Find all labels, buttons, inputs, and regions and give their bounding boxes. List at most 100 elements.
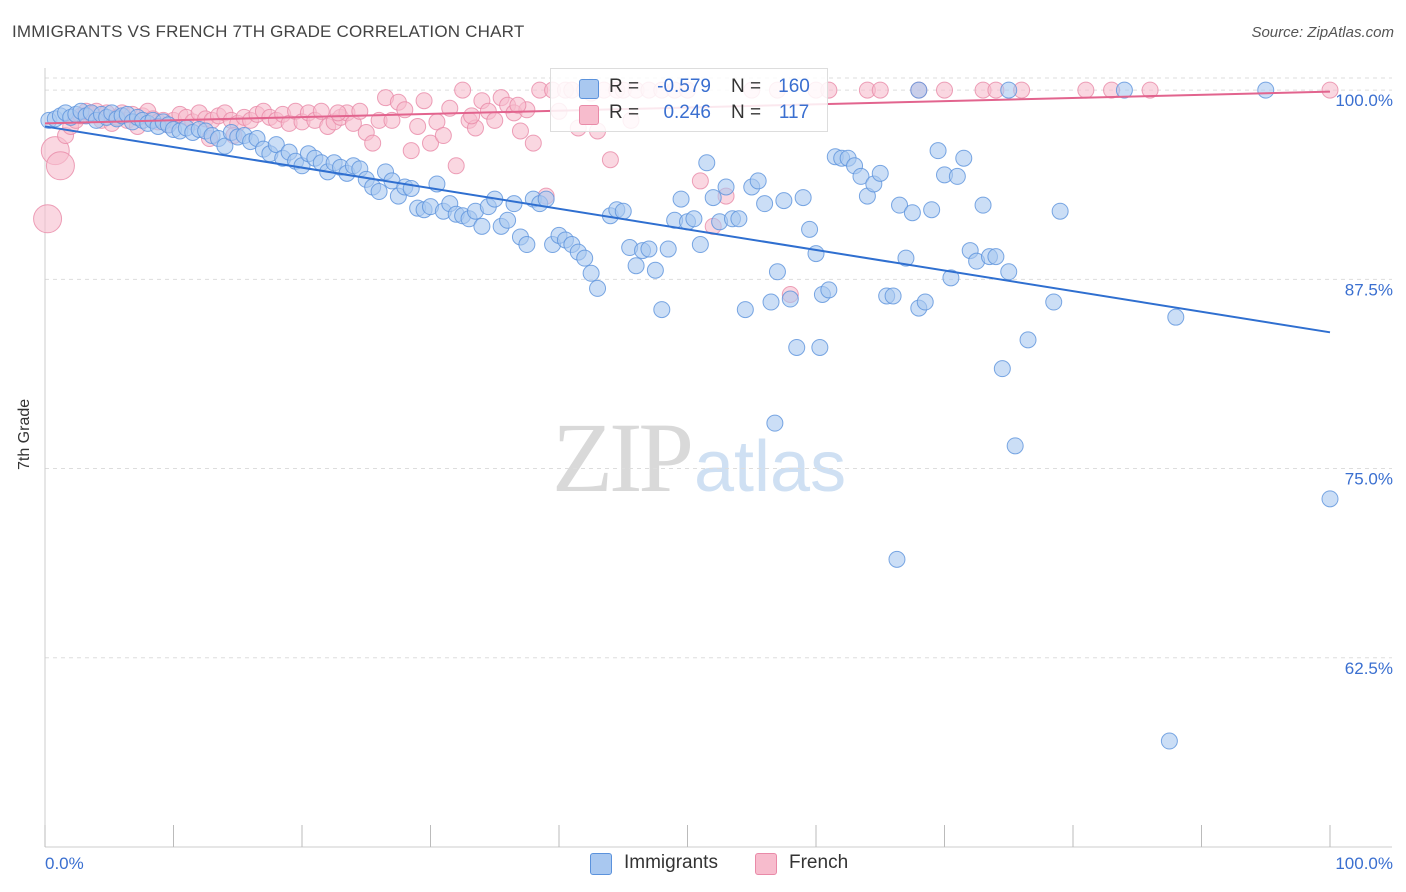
immigrants-point bbox=[910, 81, 928, 99]
immigrants-point bbox=[756, 195, 774, 213]
correlation-legend: R = -0.579 N = 160 R = 0.246 N = 117 bbox=[550, 68, 828, 132]
french-point bbox=[33, 204, 63, 234]
immigrants-trendline bbox=[44, 125, 1331, 334]
immigrants-point bbox=[576, 249, 594, 267]
chart-title: IMMIGRANTS VS FRENCH 7TH GRADE CORRELATI… bbox=[12, 22, 525, 41]
y-tick-label: 100.0% bbox=[1335, 91, 1393, 110]
immigrants-point bbox=[768, 263, 786, 281]
legend-r-label: R = bbox=[609, 76, 640, 97]
immigrants-point bbox=[1115, 81, 1133, 99]
immigrants-point bbox=[762, 293, 780, 311]
immigrants-point bbox=[646, 261, 664, 279]
legend-label-immigrants: Immigrants bbox=[624, 852, 718, 873]
french-point bbox=[312, 102, 330, 120]
french-point bbox=[383, 111, 401, 129]
immigrants-point bbox=[1321, 490, 1339, 508]
immigrants-point bbox=[659, 240, 677, 258]
french-point bbox=[524, 134, 542, 152]
immigrants-point bbox=[402, 180, 420, 198]
immigrants-point bbox=[672, 190, 690, 208]
immigrants-point bbox=[955, 149, 973, 167]
french-swatch bbox=[755, 853, 777, 875]
french-point bbox=[691, 172, 709, 190]
series-legend: Immigrants French bbox=[0, 850, 1406, 880]
french-point bbox=[441, 99, 459, 117]
immigrants-point bbox=[627, 257, 645, 275]
french-point bbox=[422, 134, 439, 152]
french-point bbox=[463, 107, 481, 125]
french-point bbox=[351, 102, 369, 120]
immigrants-point bbox=[499, 211, 517, 229]
immigrants-point bbox=[948, 167, 966, 185]
immigrants-point bbox=[811, 338, 829, 356]
french-point bbox=[1077, 81, 1095, 99]
french-point bbox=[1321, 81, 1339, 99]
immigrants-point bbox=[1167, 308, 1185, 326]
immigrants-point bbox=[929, 142, 947, 160]
french-point bbox=[447, 157, 465, 175]
legend-n-label: N = bbox=[731, 76, 762, 97]
immigrants-point bbox=[974, 196, 992, 214]
y-tick-label: 75.0% bbox=[1345, 470, 1393, 489]
immigrants-point bbox=[801, 220, 819, 238]
french-point bbox=[45, 151, 75, 181]
watermark: ZIPatlas bbox=[552, 400, 846, 515]
french-point bbox=[402, 142, 420, 160]
immigrants-point bbox=[1019, 331, 1037, 349]
immigrants-point bbox=[1006, 437, 1024, 455]
french-point bbox=[415, 92, 433, 110]
immigrants-point bbox=[691, 236, 709, 254]
french-point bbox=[601, 151, 619, 169]
immigrants-point bbox=[993, 360, 1011, 378]
immigrants-point bbox=[903, 204, 921, 222]
legend-label-french: French bbox=[789, 852, 849, 873]
immigrants-point bbox=[1160, 732, 1178, 750]
french-point bbox=[871, 81, 889, 99]
immigrants-point bbox=[916, 293, 934, 311]
french-point bbox=[511, 122, 529, 140]
immigrants-point bbox=[640, 240, 658, 258]
french-swatch bbox=[579, 105, 599, 125]
y-tick-label: 62.5% bbox=[1345, 659, 1393, 678]
immigrants-point bbox=[473, 217, 491, 235]
immigrants-point bbox=[888, 550, 906, 568]
immigrants-point bbox=[589, 279, 607, 297]
immigrants-point bbox=[766, 414, 784, 432]
immigrants-point bbox=[807, 245, 825, 263]
immigrants-point bbox=[884, 287, 902, 305]
x-tick-label: 0.0% bbox=[45, 854, 84, 873]
french-point bbox=[364, 134, 382, 152]
french-point bbox=[409, 117, 427, 135]
immigrants-point bbox=[923, 201, 941, 219]
immigrants-swatch bbox=[590, 853, 612, 875]
french-point bbox=[486, 111, 504, 129]
immigrants-point bbox=[614, 202, 632, 220]
immigrants-point bbox=[794, 189, 812, 207]
immigrants-swatch bbox=[579, 79, 599, 99]
immigrants-point bbox=[891, 196, 909, 214]
immigrants-point bbox=[685, 210, 703, 228]
immigrants-point bbox=[897, 249, 915, 267]
source-label: Source: ZipAtlas.com bbox=[1251, 24, 1394, 41]
legend-n-value: 160 bbox=[778, 76, 810, 97]
immigrants-point bbox=[852, 167, 870, 185]
immigrants-point bbox=[730, 210, 748, 228]
immigrants-point bbox=[704, 189, 722, 207]
immigrants-point bbox=[537, 190, 555, 208]
immigrants-point bbox=[871, 164, 889, 182]
immigrants-point bbox=[1000, 263, 1018, 281]
legend-r-value: 0.246 bbox=[663, 102, 711, 123]
watermark-zip: ZIP bbox=[552, 402, 694, 513]
immigrants-point bbox=[781, 290, 799, 308]
immigrants-point bbox=[1051, 202, 1069, 220]
french-point bbox=[434, 127, 452, 145]
french-point bbox=[454, 81, 472, 99]
french-point bbox=[329, 104, 347, 122]
immigrants-point bbox=[216, 137, 234, 155]
immigrants-point bbox=[653, 301, 671, 319]
immigrants-point bbox=[505, 195, 523, 213]
immigrants-point bbox=[788, 338, 806, 356]
french-point bbox=[1141, 81, 1159, 99]
french-point bbox=[509, 96, 527, 114]
